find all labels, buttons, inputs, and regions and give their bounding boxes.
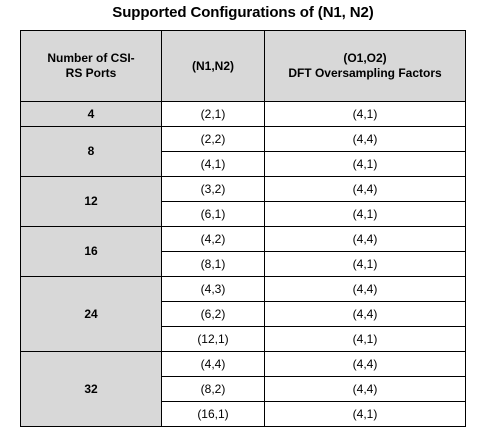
- table-row: (6,2) (4,4): [21, 301, 466, 327]
- table-row: (8,2) (4,4): [21, 376, 466, 402]
- header-row: Number of CSI-RS Ports (N1,N2) (O1,O2) D…: [20, 30, 466, 102]
- n1n2-cell: (16,1): [161, 401, 265, 427]
- n1n2-cell: (12,1): [161, 326, 265, 352]
- header-ports-label: Number of CSI-RS Ports: [47, 51, 135, 80]
- table-row: (8,1) (4,1): [21, 251, 466, 277]
- n1n2-cell: (4,3): [161, 276, 265, 302]
- ports-cell: 8: [20, 126, 162, 177]
- n1n2-cell: (6,1): [161, 201, 265, 227]
- oversampling-cell: (4,4): [264, 276, 466, 302]
- table-title: Supported Configurations of (N1, N2): [112, 4, 374, 21]
- oversampling-cell: (4,4): [264, 301, 466, 327]
- table-row: (16,1) (4,1): [21, 401, 466, 427]
- n1n2-cell: (3,2): [161, 176, 265, 202]
- oversampling-cell: (4,4): [264, 176, 466, 202]
- header-o1o2-label: (O1,O2): [343, 51, 387, 65]
- n1n2-cell: (4,4): [161, 351, 265, 377]
- configurations-table: Number of CSI-RS Ports (N1,N2) (O1,O2) D…: [20, 30, 466, 427]
- table-row: 4 (2,1) (4,1): [20, 101, 466, 127]
- header-oversampling: (O1,O2) DFT Oversampling Factors: [264, 30, 466, 102]
- n1n2-cell: (6,2): [161, 301, 265, 327]
- n1n2-cell: (2,1): [161, 101, 265, 127]
- oversampling-cell: (4,4): [264, 226, 466, 252]
- header-n1n2-label: (N1,N2): [191, 58, 234, 73]
- header-ports: Number of CSI-RS Ports: [20, 30, 162, 102]
- table-row: 12 (3,2) (4,4): [20, 176, 466, 227]
- oversampling-cell: (4,4): [264, 126, 466, 152]
- oversampling-cell: (4,1): [264, 201, 466, 227]
- oversampling-cell: (4,1): [264, 401, 466, 427]
- n1n2-cell: (4,2): [161, 226, 265, 252]
- table-row: 16 (4,2) (4,4): [20, 226, 466, 277]
- table-row: (12,1) (4,1): [21, 326, 466, 352]
- ports-cell: 32: [20, 351, 162, 427]
- oversampling-cell: (4,1): [264, 151, 466, 177]
- ports-cell: 16: [20, 226, 162, 277]
- table-body: 4 (2,1) (4,1) 8 (2,2) (4,4) (4,1) (4,1) 12 (3,2)(…: [20, 101, 466, 427]
- oversampling-cell: (4,4): [264, 351, 466, 377]
- table-row: 32 (4,4) (4,4): [20, 351, 466, 427]
- table-row: 8 (2,2) (4,4): [20, 126, 466, 177]
- oversampling-cell: (4,1): [264, 101, 466, 127]
- n1n2-cell: (2,2): [161, 126, 265, 152]
- oversampling-cell: (4,1): [264, 326, 466, 352]
- ports-cell: 4: [20, 101, 162, 127]
- n1n2-cell: (8,2): [161, 376, 265, 402]
- header-n1n2: (N1,N2): [161, 30, 265, 102]
- table-row: (4,1) (4,1): [21, 151, 466, 177]
- header-oversampling-label: DFT Oversampling Factors: [288, 66, 442, 80]
- n1n2-cell: (4,1): [161, 151, 265, 177]
- oversampling-cell: (4,1): [264, 251, 466, 277]
- oversampling-cell: (4,4): [264, 376, 466, 402]
- ports-cell: 24: [20, 276, 162, 352]
- table-row: 24 (4,3) (4,4): [20, 276, 466, 352]
- ports-cell: 12: [20, 176, 162, 227]
- n1n2-cell: (8,1): [161, 251, 265, 277]
